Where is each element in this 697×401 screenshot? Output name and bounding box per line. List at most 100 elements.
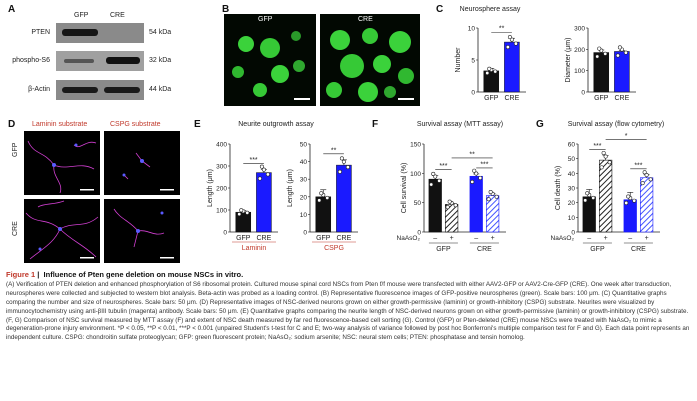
data-point: [447, 199, 452, 204]
chart-title: Survival assay (flow cytometry): [568, 121, 664, 128]
figure-caption: Figure 1 | Influence of Pten gene deleti…: [6, 270, 690, 342]
y-tick-label: 100: [574, 68, 585, 75]
neurite-image-cre-laminin: [24, 199, 100, 263]
data-point: [445, 205, 450, 210]
y-tick-label: 0: [303, 230, 307, 237]
wb-strip-phospho-s6: [56, 51, 144, 71]
panel-letter-c: C: [436, 4, 444, 15]
y-tick-label: 50: [568, 156, 576, 163]
wb-row-label: β-Actin: [28, 86, 50, 93]
bar: [428, 178, 442, 233]
sig-label: ***: [593, 143, 601, 150]
substrate-label-laminin: Laminin substrate: [32, 121, 88, 128]
data-point: [494, 194, 499, 199]
group-label: CSPG: [324, 245, 344, 252]
x-tick-label: GFP: [316, 235, 331, 242]
y-tick-label: 5: [471, 58, 475, 65]
sig-label: ***: [634, 162, 642, 169]
data-point: [470, 179, 475, 184]
data-point: [626, 194, 631, 199]
y-tick-label: 30: [300, 177, 308, 184]
neurosphere-image-gfp: GFP: [224, 14, 316, 106]
y-tick-label: 50: [414, 200, 422, 207]
neurosphere-image-cre: CRE: [320, 14, 420, 106]
data-point: [648, 177, 653, 182]
y-tick-label: 0: [223, 230, 227, 237]
x-tick-label: –: [587, 235, 591, 242]
data-point: [624, 200, 629, 205]
data-point: [245, 210, 250, 215]
data-point: [345, 165, 350, 170]
data-point: [265, 172, 270, 177]
data-point: [261, 167, 266, 172]
x-tick-label: +: [491, 235, 495, 242]
wb-row-label: phospho-S6: [12, 57, 50, 64]
bar: [640, 177, 654, 233]
data-point: [591, 195, 596, 200]
figure-number: Figure 1: [6, 270, 36, 279]
data-point: [431, 171, 436, 176]
group-label: CRE: [631, 246, 646, 253]
data-point: [487, 66, 492, 71]
y-tick-label: 0: [417, 230, 421, 237]
wb-kda: 44 kDa: [149, 86, 172, 93]
data-point: [259, 164, 264, 169]
x-tick-label: GFP: [236, 235, 251, 242]
y-tick-label: 0: [571, 230, 575, 237]
panel-letter-b: B: [222, 4, 230, 15]
x-tick-label: +: [645, 235, 649, 242]
data-point: [472, 168, 477, 173]
group-label: GFP: [436, 246, 451, 253]
y-tick-label: 200: [574, 47, 585, 54]
wb-col-cre: CRE: [110, 12, 125, 19]
x-tick-label: GFP: [594, 95, 609, 102]
wb-row-label: PTEN: [31, 29, 50, 36]
x-tick-label: CRE: [505, 95, 520, 102]
y-axis-label: Length (μm): [207, 169, 214, 207]
data-point: [257, 176, 262, 181]
y-tick-label: 10: [468, 26, 476, 33]
y-tick-label: 0: [471, 90, 475, 97]
bar: [504, 41, 520, 93]
data-point: [493, 69, 498, 74]
y-tick-label: 10: [300, 212, 308, 219]
data-point: [601, 150, 606, 155]
sig-label: ***: [480, 161, 488, 168]
y-tick-label: 0: [581, 90, 585, 97]
data-point: [486, 197, 491, 202]
data-point: [513, 41, 518, 46]
y-tick-label: 200: [216, 186, 227, 193]
y-tick-label: 300: [574, 26, 585, 33]
data-point: [325, 195, 330, 200]
y-tick-label: 10: [568, 215, 576, 222]
data-point: [583, 198, 588, 203]
bar: [469, 175, 483, 233]
data-point: [317, 198, 322, 203]
wb-kda: 54 kDa: [149, 29, 172, 36]
data-point: [603, 51, 608, 56]
bar: [256, 172, 272, 233]
data-point: [433, 174, 438, 179]
bar: [315, 196, 332, 233]
y-axis-label: Cell death (%): [555, 166, 562, 210]
data-point: [319, 191, 324, 196]
data-point: [507, 35, 512, 40]
data-point: [640, 181, 645, 186]
neurite-image-gfp-laminin: [24, 131, 100, 195]
treatment-label: NaAsO₂: [551, 235, 575, 242]
y-tick-label: 100: [410, 171, 421, 178]
y-tick-label: 40: [300, 159, 308, 166]
data-point: [597, 46, 602, 51]
data-point: [603, 154, 608, 159]
x-tick-label: –: [433, 235, 437, 242]
chart-title: Neurite outgrowth assay: [238, 121, 314, 128]
data-point: [615, 53, 620, 58]
data-point: [617, 45, 622, 50]
panel-letter-e: E: [194, 119, 201, 130]
data-point: [599, 165, 604, 170]
data-point: [644, 173, 649, 178]
group-label: CRE: [477, 246, 492, 253]
data-point: [585, 191, 590, 196]
x-tick-label: CRE: [615, 95, 630, 102]
